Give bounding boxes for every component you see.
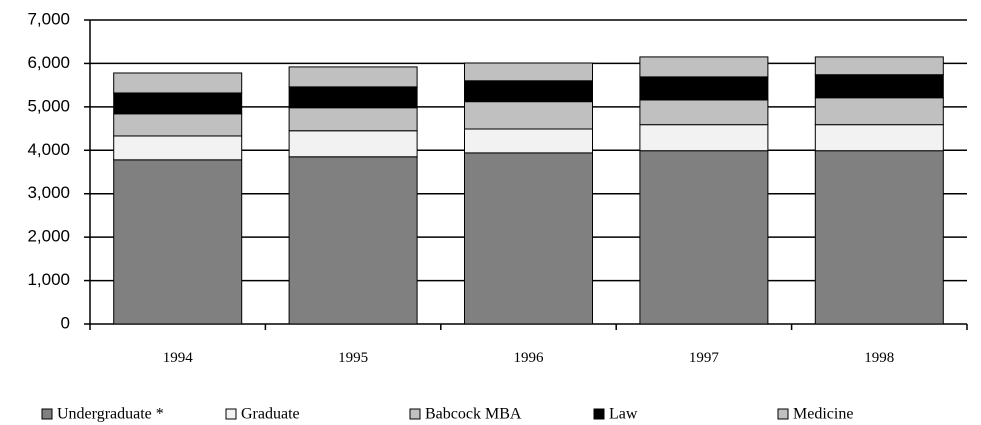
- bar-segment: [814, 56, 944, 76]
- x-tick-label: 1995: [338, 350, 368, 366]
- x-tick-label: 1998: [864, 350, 894, 366]
- bar-segment: [639, 99, 769, 126]
- legend-label: Undergraduate *: [57, 406, 164, 423]
- legend-swatch: [409, 408, 421, 420]
- legend-label: Babcock MBA: [425, 406, 522, 423]
- bar-segment: [814, 150, 944, 325]
- bar-segment: [814, 97, 944, 126]
- bar-segment: [113, 113, 243, 137]
- x-tick-label: 1994: [163, 350, 194, 366]
- y-tick-label: 1,000: [27, 270, 70, 289]
- y-tick-label: 3,000: [27, 183, 70, 202]
- legend-swatch: [41, 408, 53, 420]
- legend-swatch: [225, 408, 237, 420]
- bar-segment: [639, 124, 769, 152]
- bar-segment: [639, 56, 769, 78]
- bar-segment: [288, 107, 418, 132]
- bar-segment: [814, 124, 944, 152]
- bar-segment: [113, 92, 243, 115]
- x-tick-label: 1996: [514, 350, 545, 366]
- bar-segment: [113, 135, 243, 161]
- bar-segment: [464, 80, 593, 103]
- x-tick-label: 1997: [689, 350, 720, 366]
- bar-segment: [464, 152, 593, 325]
- y-tick-label: 5,000: [27, 96, 70, 115]
- bar-segment: [288, 156, 418, 325]
- legend-label: Graduate: [241, 406, 300, 423]
- y-tick-label: 7,000: [27, 9, 70, 28]
- y-tick-label: 0: [61, 313, 70, 332]
- legend-label: Law: [609, 406, 638, 423]
- bar-segment: [113, 159, 243, 325]
- bar-segment: [464, 128, 593, 154]
- y-tick-label: 6,000: [27, 53, 70, 72]
- bar-segment: [113, 72, 243, 94]
- bar-segment: [814, 74, 944, 99]
- legend-swatch: [593, 408, 605, 420]
- bar-segment: [464, 101, 593, 130]
- bar-segment: [288, 66, 418, 88]
- bar-segment: [639, 76, 769, 101]
- y-tick-label: 4,000: [27, 140, 70, 159]
- legend-label: Medicine: [793, 406, 853, 423]
- legend-swatch: [777, 408, 789, 420]
- y-tick-label: 2,000: [27, 227, 70, 246]
- bar-segment: [639, 150, 769, 325]
- bar-segment: [288, 130, 418, 158]
- bar-segment: [464, 62, 593, 82]
- bar-segment: [288, 86, 418, 109]
